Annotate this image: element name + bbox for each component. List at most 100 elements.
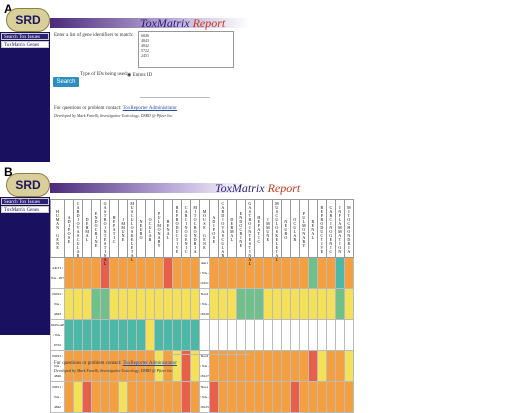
score-cell[interactable] [325, 350, 336, 382]
toxmatrix-genes-link-b[interactable]: ToxMatrix Genes [1, 206, 49, 213]
score-cell[interactable] [217, 288, 228, 320]
score-cell[interactable] [316, 381, 327, 413]
score-cell[interactable] [118, 381, 129, 413]
score-cell[interactable] [262, 381, 273, 413]
score-cell[interactable] [154, 257, 165, 289]
score-cell[interactable] [100, 319, 111, 351]
score-cell[interactable] [253, 350, 264, 382]
score-cell[interactable] [316, 288, 327, 320]
search-tox-issues-link-b[interactable]: Search Tox Issues [1, 198, 49, 205]
score-cell[interactable] [298, 257, 309, 289]
score-cell[interactable] [334, 381, 345, 413]
score-cell[interactable] [280, 350, 291, 382]
score-cell[interactable] [298, 288, 309, 320]
score-cell[interactable] [262, 257, 273, 289]
score-cell[interactable] [73, 381, 84, 413]
score-cell[interactable] [91, 350, 102, 382]
score-cell[interactable] [64, 257, 75, 289]
score-cell[interactable] [145, 288, 156, 320]
score-cell[interactable] [82, 288, 93, 320]
score-cell[interactable] [109, 350, 120, 382]
score-cell[interactable] [91, 319, 102, 351]
score-cell[interactable] [325, 381, 336, 413]
score-cell[interactable] [181, 257, 192, 289]
score-cell[interactable] [280, 288, 291, 320]
score-cell[interactable] [226, 381, 237, 413]
score-cell[interactable] [217, 381, 228, 413]
score-cell[interactable] [262, 288, 273, 320]
score-cell[interactable] [244, 381, 255, 413]
score-cell[interactable] [73, 319, 84, 351]
score-cell[interactable] [190, 381, 201, 413]
score-cell[interactable] [244, 288, 255, 320]
score-cell[interactable] [109, 257, 120, 289]
score-cell[interactable] [172, 319, 183, 351]
score-cell[interactable] [91, 288, 102, 320]
score-cell[interactable] [163, 350, 174, 382]
human-gene-cell[interactable]: NOS1 / NA - 4842 [49, 381, 66, 413]
score-cell[interactable] [271, 381, 282, 413]
score-cell[interactable] [307, 257, 318, 289]
score-cell[interactable] [64, 350, 75, 382]
score-cell[interactable] [154, 319, 165, 351]
score-cell[interactable] [316, 350, 327, 382]
score-cell[interactable] [118, 288, 129, 320]
score-cell[interactable] [298, 350, 309, 382]
score-cell[interactable] [181, 350, 192, 382]
score-cell[interactable] [343, 381, 354, 413]
score-cell[interactable] [226, 257, 237, 289]
score-cell[interactable] [154, 350, 165, 382]
score-cell[interactable] [82, 257, 93, 289]
score-cell[interactable] [109, 319, 120, 351]
score-cell[interactable] [163, 288, 174, 320]
score-cell[interactable] [217, 350, 228, 382]
score-cell[interactable] [280, 381, 291, 413]
score-cell[interactable] [109, 288, 120, 320]
score-cell[interactable] [190, 350, 201, 382]
score-cell[interactable] [145, 257, 156, 289]
score-cell[interactable] [163, 257, 174, 289]
score-cell[interactable] [91, 381, 102, 413]
score-cell[interactable] [100, 288, 111, 320]
score-cell[interactable] [82, 350, 93, 382]
human-gene-cell[interactable]: NOS1AP / NA - 9722 [49, 319, 66, 351]
human-gene-cell[interactable]: AKT1 / NA - 207 [49, 257, 66, 289]
score-cell[interactable] [253, 288, 264, 320]
score-cell[interactable] [271, 257, 282, 289]
score-cell[interactable] [226, 288, 237, 320]
score-cell[interactable] [226, 350, 237, 382]
score-cell[interactable] [145, 319, 156, 351]
score-cell[interactable] [208, 288, 219, 320]
score-cell[interactable] [316, 257, 327, 289]
score-cell[interactable] [100, 350, 111, 382]
score-cell[interactable] [235, 288, 246, 320]
score-cell[interactable] [154, 381, 165, 413]
score-cell[interactable] [181, 319, 192, 351]
score-cell[interactable] [118, 350, 129, 382]
score-cell[interactable] [343, 350, 354, 382]
score-cell[interactable] [118, 257, 129, 289]
score-cell[interactable] [307, 381, 318, 413]
mouse-gene-cell[interactable]: Nos1 / NA - 18125 [199, 381, 210, 413]
score-cell[interactable] [289, 381, 300, 413]
score-cell[interactable] [334, 350, 345, 382]
score-cell[interactable] [127, 350, 138, 382]
score-cell[interactable] [289, 350, 300, 382]
score-cell[interactable] [145, 381, 156, 413]
score-cell[interactable] [307, 350, 318, 382]
score-cell[interactable] [172, 381, 183, 413]
score-cell[interactable] [64, 288, 75, 320]
score-cell[interactable] [307, 288, 318, 320]
score-cell[interactable] [73, 350, 84, 382]
mouse-gene-cell[interactable] [199, 319, 210, 351]
score-cell[interactable] [136, 257, 147, 289]
score-cell[interactable] [289, 257, 300, 289]
toxmatrix-genes-link[interactable]: ToxMatrix Genes [1, 41, 49, 48]
score-cell[interactable] [127, 257, 138, 289]
score-cell[interactable] [172, 288, 183, 320]
score-cell[interactable] [127, 319, 138, 351]
mouse-gene-cell[interactable]: Nos2 / NA - 18126 [199, 288, 210, 320]
search-tox-issues-link[interactable]: Search Tox Issues [1, 33, 49, 40]
id-type-radio[interactable]: ◉ Entrez ID [127, 73, 153, 78]
score-cell[interactable] [127, 381, 138, 413]
